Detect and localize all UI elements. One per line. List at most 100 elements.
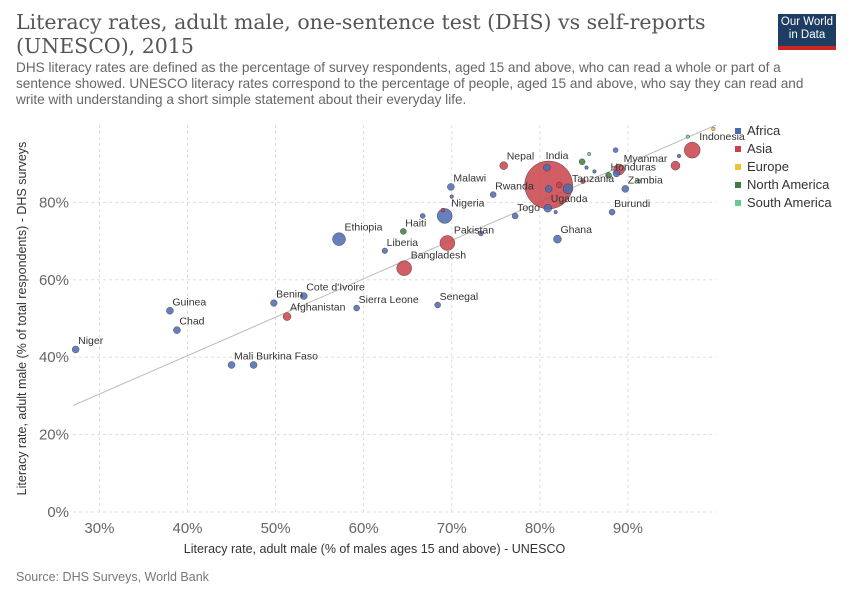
point-label-rwanda: Rwanda bbox=[495, 181, 534, 193]
point-label-indonesia: Indonesia bbox=[699, 131, 745, 143]
data-point[interactable] bbox=[677, 153, 682, 158]
data-point[interactable] bbox=[685, 134, 690, 139]
data-point-chad[interactable] bbox=[173, 326, 181, 334]
point-label-ethiopia: Ethiopia bbox=[345, 222, 383, 234]
data-point-ethiopia[interactable] bbox=[332, 232, 346, 246]
legend-swatch bbox=[735, 164, 741, 170]
data-point-liberia[interactable] bbox=[381, 247, 388, 254]
point-label-liberia: Liberia bbox=[387, 237, 419, 249]
x-tick-label: 40% bbox=[172, 520, 202, 537]
data-point[interactable] bbox=[543, 163, 551, 172]
y-tick-label: 80% bbox=[39, 194, 69, 211]
logo-accent-bar bbox=[778, 46, 836, 50]
point-label-nepal: Nepal bbox=[507, 151, 534, 163]
legend-entry[interactable]: South America bbox=[747, 195, 832, 210]
y-tick-label: 20% bbox=[39, 427, 69, 444]
point-label-haiti: Haiti bbox=[405, 217, 426, 229]
data-point-tanzania[interactable] bbox=[562, 183, 574, 195]
data-point[interactable] bbox=[578, 158, 586, 165]
point-labels: Niger Guinea Chad Mali Burkina Faso BeninAfgh… bbox=[78, 131, 745, 362]
point-label-india: India bbox=[546, 150, 569, 162]
point-label-zambia: Zambia bbox=[628, 174, 663, 186]
legend-entry[interactable]: Africa bbox=[747, 123, 781, 138]
point-label-sierra-leone: Sierra Leone bbox=[359, 294, 419, 306]
point-label-honduras: Honduras bbox=[611, 161, 657, 173]
data-point-ghana[interactable] bbox=[553, 234, 562, 244]
data-point-senegal[interactable] bbox=[434, 301, 441, 309]
data-point-indonesia[interactable] bbox=[684, 141, 701, 159]
legend-entry[interactable]: Asia bbox=[747, 141, 773, 156]
x-tick-label: 80% bbox=[525, 520, 555, 537]
data-point[interactable] bbox=[449, 194, 454, 199]
data-point-togo[interactable] bbox=[511, 212, 519, 220]
data-point[interactable] bbox=[478, 230, 484, 237]
data-point[interactable] bbox=[711, 126, 716, 131]
data-point-haiti[interactable] bbox=[400, 228, 407, 235]
data-point-uganda[interactable] bbox=[543, 204, 552, 213]
data-point[interactable] bbox=[612, 147, 619, 153]
data-point-nigeria[interactable] bbox=[437, 208, 453, 224]
point-label-burundi: Burundi bbox=[614, 198, 650, 210]
x-tick-label: 30% bbox=[84, 520, 114, 537]
data-point-niger[interactable] bbox=[71, 345, 80, 354]
data-point[interactable] bbox=[587, 152, 592, 157]
legend-swatch bbox=[735, 146, 741, 152]
data-point-afghanistan[interactable] bbox=[282, 312, 292, 321]
data-point[interactable] bbox=[592, 169, 597, 174]
data-point-nepal[interactable] bbox=[499, 161, 508, 170]
y-tick-label: 40% bbox=[39, 349, 69, 366]
x-tick-label: 50% bbox=[261, 520, 291, 537]
source-note: Source: DHS Surveys, World Bank bbox=[16, 570, 209, 584]
legend-swatch bbox=[735, 200, 741, 206]
data-point-bangladesh[interactable] bbox=[396, 260, 412, 276]
owid-logo[interactable]: Our World in Data bbox=[778, 14, 836, 50]
point-label-togo: Togo bbox=[517, 202, 540, 214]
legend-swatch bbox=[735, 128, 741, 134]
data-point[interactable] bbox=[419, 213, 426, 219]
point-label-benin: Benin bbox=[276, 289, 303, 301]
data-point-guinea[interactable] bbox=[166, 307, 174, 315]
data-point[interactable] bbox=[612, 169, 621, 178]
grid-lines bbox=[73, 125, 716, 513]
point-label-malawi: Malawi bbox=[453, 172, 486, 184]
data-point[interactable] bbox=[553, 210, 558, 215]
legend-entry[interactable]: North America bbox=[747, 177, 830, 192]
data-point[interactable] bbox=[580, 178, 586, 184]
point-label-pakistan: Pakistan bbox=[454, 225, 494, 237]
data-point-burkina-faso[interactable] bbox=[249, 361, 258, 369]
x-tick-label: 70% bbox=[437, 520, 467, 537]
trend-line bbox=[72, 124, 717, 407]
data-point-rwanda[interactable] bbox=[489, 191, 497, 198]
data-point[interactable] bbox=[544, 185, 553, 193]
logo-line-1: Our World bbox=[780, 16, 834, 28]
chart-subtitle: DHS literacy rates are defined as the pe… bbox=[16, 60, 804, 107]
data-point[interactable] bbox=[670, 160, 681, 171]
point-label-nigeria: Nigeria bbox=[451, 197, 484, 209]
data-point-pakistan[interactable] bbox=[439, 235, 456, 251]
data-point-honduras[interactable] bbox=[605, 172, 612, 179]
data-point-burundi[interactable] bbox=[608, 208, 616, 216]
data-point-sierra-leone[interactable] bbox=[353, 304, 360, 312]
data-point-zambia[interactable] bbox=[621, 185, 629, 193]
point-label-guinea: Guinea bbox=[172, 296, 206, 308]
trendline bbox=[72, 124, 717, 407]
point-label-chad: Chad bbox=[179, 316, 204, 328]
x-tick-label: 90% bbox=[613, 520, 643, 537]
data-point-cote-d-ivoire[interactable] bbox=[300, 292, 308, 300]
y-tick-label: 60% bbox=[39, 272, 69, 289]
data-point-benin[interactable] bbox=[270, 299, 278, 307]
data-point-malawi[interactable] bbox=[447, 183, 455, 191]
data-point-mali[interactable] bbox=[227, 361, 236, 369]
data-point[interactable] bbox=[556, 181, 563, 189]
x-tick-label: 60% bbox=[349, 520, 379, 537]
point-label-myanmar: Myanmar bbox=[624, 153, 668, 165]
data-points bbox=[71, 126, 716, 369]
x-axis-label: Literacy rate, adult male (% of males ag… bbox=[184, 542, 566, 556]
point-label-uganda: Uganda bbox=[551, 193, 588, 205]
point-label-cote-d-ivoire: Cote d'Ivoire bbox=[306, 282, 365, 294]
data-point[interactable] bbox=[440, 207, 446, 213]
data-point[interactable] bbox=[584, 165, 589, 170]
legend-entry[interactable]: Europe bbox=[747, 159, 789, 174]
data-point[interactable] bbox=[636, 178, 641, 184]
